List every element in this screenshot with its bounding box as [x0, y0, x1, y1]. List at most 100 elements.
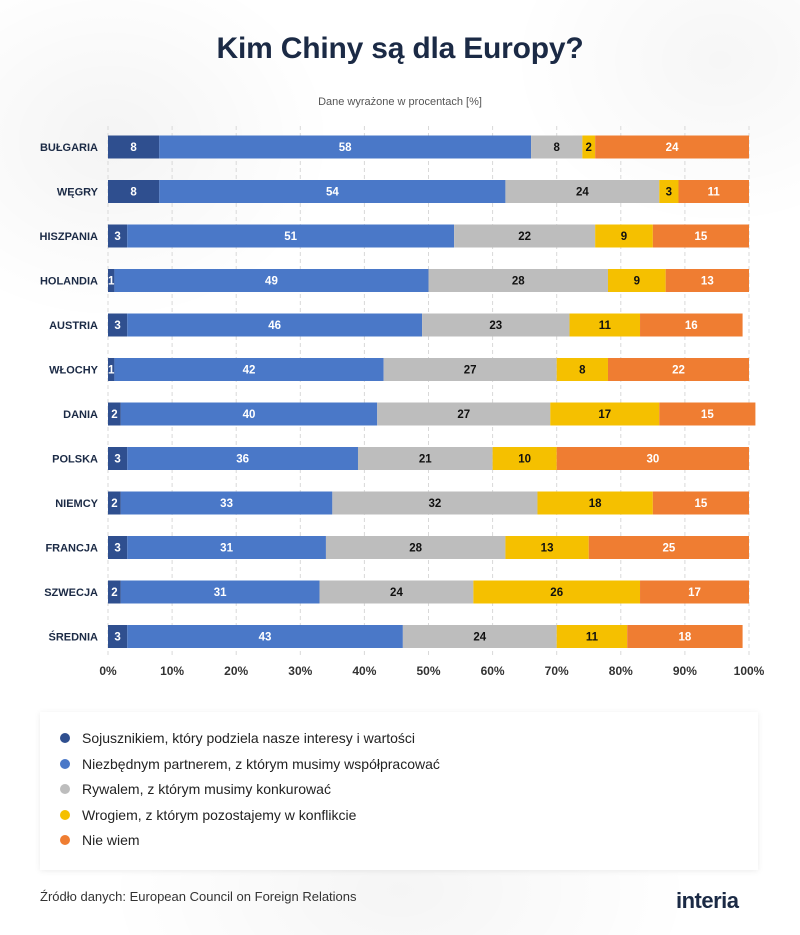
category-label: BUŁGARIA — [40, 142, 98, 154]
data-label: 2 — [111, 409, 117, 421]
bar-segment — [108, 180, 160, 203]
stacked-bar-chart: 0% 10% 20% 30% 40% 50% 60% 70% 80% 90% 100% BUŁGARI… — [40, 126, 765, 678]
bar-segment — [108, 580, 121, 604]
data-label: 24 — [390, 587, 403, 599]
bar-segment — [120, 580, 320, 604]
category-label: HOLANDIA — [40, 276, 98, 288]
bar-segment — [120, 402, 378, 426]
chart-subtitle: Dane wyrażone w procentach [%] — [318, 96, 482, 108]
legend-label: Rywalem, z którym musimy konkurować — [82, 781, 331, 797]
data-label: 8 — [130, 187, 137, 199]
data-label: 11 — [708, 187, 721, 199]
legend-swatch — [60, 784, 70, 794]
category-label: HISZPANIA — [40, 231, 99, 243]
x-tick-label: 100% — [734, 664, 765, 678]
category-label: NIEMCY — [55, 498, 98, 510]
data-label: 15 — [701, 409, 714, 421]
legend-item: Nie wiem — [60, 830, 140, 850]
legend-item: Wrogiem, z którym pozostajemy w konflikc… — [60, 805, 356, 825]
bar-segment — [127, 536, 326, 559]
bar-segment — [108, 447, 128, 470]
data-label: 8 — [130, 142, 137, 154]
data-label: 3 — [114, 231, 120, 243]
bar-segment — [357, 447, 493, 470]
bar-segment — [332, 491, 538, 515]
data-label: 28 — [409, 543, 422, 555]
data-label: 33 — [220, 498, 233, 510]
bar-segment — [108, 358, 115, 381]
data-label: 3 — [114, 320, 120, 332]
bar-segment — [640, 580, 749, 604]
legend-label: Wrogiem, z którym pozostajemy w konflikc… — [82, 806, 357, 823]
data-label: 43 — [259, 632, 272, 644]
bar-segment — [127, 625, 403, 648]
data-label: 8 — [579, 365, 586, 377]
category-label: WŁOCHY — [49, 365, 99, 377]
data-label: 23 — [489, 320, 502, 332]
data-label: 9 — [621, 231, 627, 243]
legend-item: Niezbędnym partnerem, z którym musimy ws… — [60, 754, 440, 774]
data-label: 46 — [268, 320, 281, 332]
category-label: ŚREDNIA — [48, 631, 98, 644]
x-tick-label: 40% — [352, 664, 376, 678]
data-label: 11 — [586, 632, 599, 644]
data-label: 31 — [214, 587, 227, 599]
legend-swatch — [60, 809, 70, 820]
data-label: 22 — [672, 365, 685, 377]
bar-segment — [640, 313, 743, 337]
bar-segment — [582, 135, 596, 159]
data-label: 30 — [646, 454, 659, 466]
bar-segment — [108, 269, 115, 292]
x-tick-label: 80% — [609, 664, 633, 678]
data-label: 17 — [688, 587, 701, 599]
interia-logo: interia — [676, 888, 739, 913]
legend-label: Sojusznikiem, który podziela nasze inter… — [82, 730, 416, 746]
bar-segment — [114, 269, 429, 292]
bar-segment — [108, 491, 121, 515]
bar-segment — [595, 224, 653, 248]
legend-item: Rywalem, z którym musimy konkurować — [60, 779, 331, 799]
bar-segment — [492, 447, 557, 470]
data-label: 1 — [108, 365, 115, 377]
legend-label: Niezbędnym partnerem, z którym musimy ws… — [82, 755, 440, 772]
x-tick-label: 60% — [481, 664, 505, 678]
data-label: 36 — [236, 454, 249, 466]
x-tick-label: 20% — [224, 664, 248, 678]
legend-swatch — [60, 758, 70, 769]
data-label: 17 — [598, 409, 611, 421]
category-label: WĘGRY — [57, 187, 99, 199]
data-label: 49 — [265, 276, 278, 288]
data-label: 3 — [114, 632, 120, 644]
data-label: 16 — [685, 320, 698, 332]
data-label: 13 — [701, 276, 714, 288]
data-label: 31 — [220, 543, 233, 555]
data-label: 18 — [589, 498, 602, 510]
bar-segment — [377, 402, 551, 426]
bar-segment — [588, 536, 749, 559]
data-label: 3 — [114, 454, 120, 466]
category-label: SZWECJA — [44, 587, 98, 599]
legend-label: Nie wiem — [82, 832, 140, 848]
bar-segment — [383, 358, 557, 381]
data-label: 58 — [339, 142, 352, 154]
data-label: 32 — [429, 498, 442, 510]
bar-segment — [537, 491, 653, 515]
bar-segment — [665, 269, 749, 292]
x-tick-label: 70% — [545, 664, 569, 678]
source-note: Źródło danych: European Council on Forei… — [40, 889, 357, 904]
data-label: 40 — [243, 409, 256, 421]
bar-segment — [652, 224, 749, 248]
bar-segment — [159, 180, 506, 203]
category-label: AUSTRIA — [49, 320, 98, 332]
data-label: 24 — [576, 187, 589, 199]
data-label: 18 — [679, 632, 692, 644]
bar-segment — [550, 402, 660, 426]
bar-segment — [108, 402, 121, 426]
bar-segment — [607, 358, 749, 381]
data-label: 2 — [586, 142, 592, 154]
bar-segment — [108, 625, 128, 648]
data-label: 15 — [695, 231, 708, 243]
bar-segment — [108, 135, 160, 159]
data-label: 54 — [326, 187, 339, 199]
bar-segment — [556, 358, 608, 381]
